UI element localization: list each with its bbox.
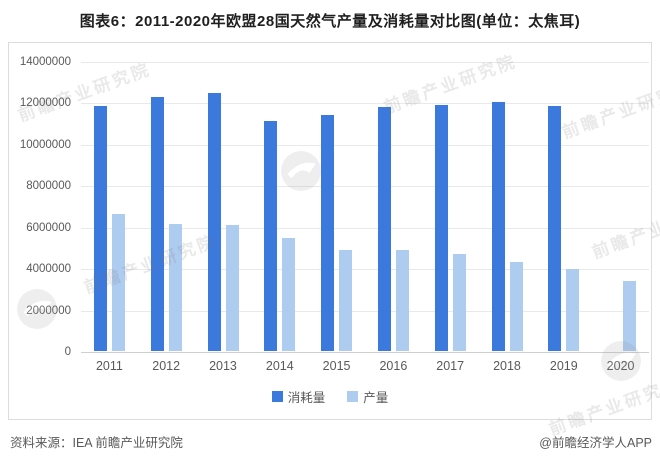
y-tick-label: 2000000 — [26, 304, 71, 317]
y-tick-label: 0 — [64, 346, 71, 358]
bar-consumption-2015 — [321, 114, 335, 351]
chart-title: 图表6：2011-2020年欧盟28国天然气产量及消耗量对比图(单位：太焦耳) — [79, 13, 581, 30]
legend-swatch-icon — [271, 391, 283, 402]
y-tick-label: 10000000 — [19, 138, 71, 151]
x-tick-label-2013: 2013 — [209, 359, 237, 373]
bar-production-2013 — [225, 224, 239, 351]
gridline — [81, 310, 649, 312]
bar-production-2019 — [566, 269, 580, 351]
x-axis-baseline — [81, 352, 649, 353]
gridline — [81, 62, 649, 63]
bar-production-2015 — [339, 249, 353, 351]
y-tick-label: 14000000 — [19, 56, 71, 68]
plot-area — [81, 62, 649, 353]
bar-production-2014 — [282, 238, 296, 351]
legend-label: 消耗量 — [287, 391, 326, 405]
x-tick-label-2020: 2020 — [606, 359, 635, 373]
x-tick-label-2011: 2011 — [95, 359, 123, 373]
gridline — [81, 144, 649, 146]
legend-item-production: 产量 — [347, 387, 388, 406]
y-tick-label: 6000000 — [26, 221, 71, 234]
x-tick-label-2019: 2019 — [549, 359, 578, 373]
x-tick-label-2016: 2016 — [379, 359, 408, 373]
credit-note: @前瞻经济学人APP — [539, 436, 652, 450]
source-note: 资料来源：IEA 前瞻产业研究院 — [10, 436, 183, 450]
x-tick-label-2012: 2012 — [152, 359, 181, 373]
y-tick-label: 12000000 — [19, 97, 71, 110]
x-tick-label-2017: 2017 — [436, 359, 465, 373]
bar-production-2011 — [111, 214, 125, 351]
legend: 消耗量 产量 — [9, 387, 651, 406]
bar-consumption-2012 — [150, 97, 164, 351]
y-tick-label: 8000000 — [26, 180, 71, 193]
bar-production-2018 — [509, 261, 523, 351]
legend-swatch-icon — [347, 391, 359, 402]
legend-item-consumption: 消耗量 — [271, 387, 326, 406]
bar-consumption-2013 — [207, 93, 221, 351]
bar-consumption-2014 — [264, 121, 278, 351]
gridline — [81, 186, 649, 188]
bar-consumption-2017 — [434, 104, 448, 351]
bar-production-2012 — [168, 223, 182, 351]
bar-production-2017 — [452, 253, 466, 351]
bar-production-2016 — [395, 249, 409, 351]
gridline — [81, 103, 649, 105]
bar-production-2020 — [623, 280, 637, 351]
y-tick-label: 4000000 — [26, 263, 71, 276]
x-tick-label-2014: 2014 — [265, 359, 294, 373]
gridline — [81, 269, 649, 271]
legend-label: 产量 — [363, 391, 389, 405]
gridline — [81, 227, 649, 229]
bar-consumption-2016 — [377, 106, 391, 351]
footer: 资料来源：IEA 前瞻产业研究院 @前瞻经济学人APP — [10, 432, 652, 451]
bar-consumption-2019 — [548, 105, 562, 351]
x-tick-label-2015: 2015 — [322, 359, 351, 373]
bar-consumption-2018 — [491, 102, 505, 351]
bar-consumption-2011 — [93, 105, 107, 351]
chart-panel: 消耗量 产量 14000000 12000000 10000000 8000000 600… — [8, 42, 652, 420]
x-tick-label-2018: 2018 — [493, 359, 521, 373]
